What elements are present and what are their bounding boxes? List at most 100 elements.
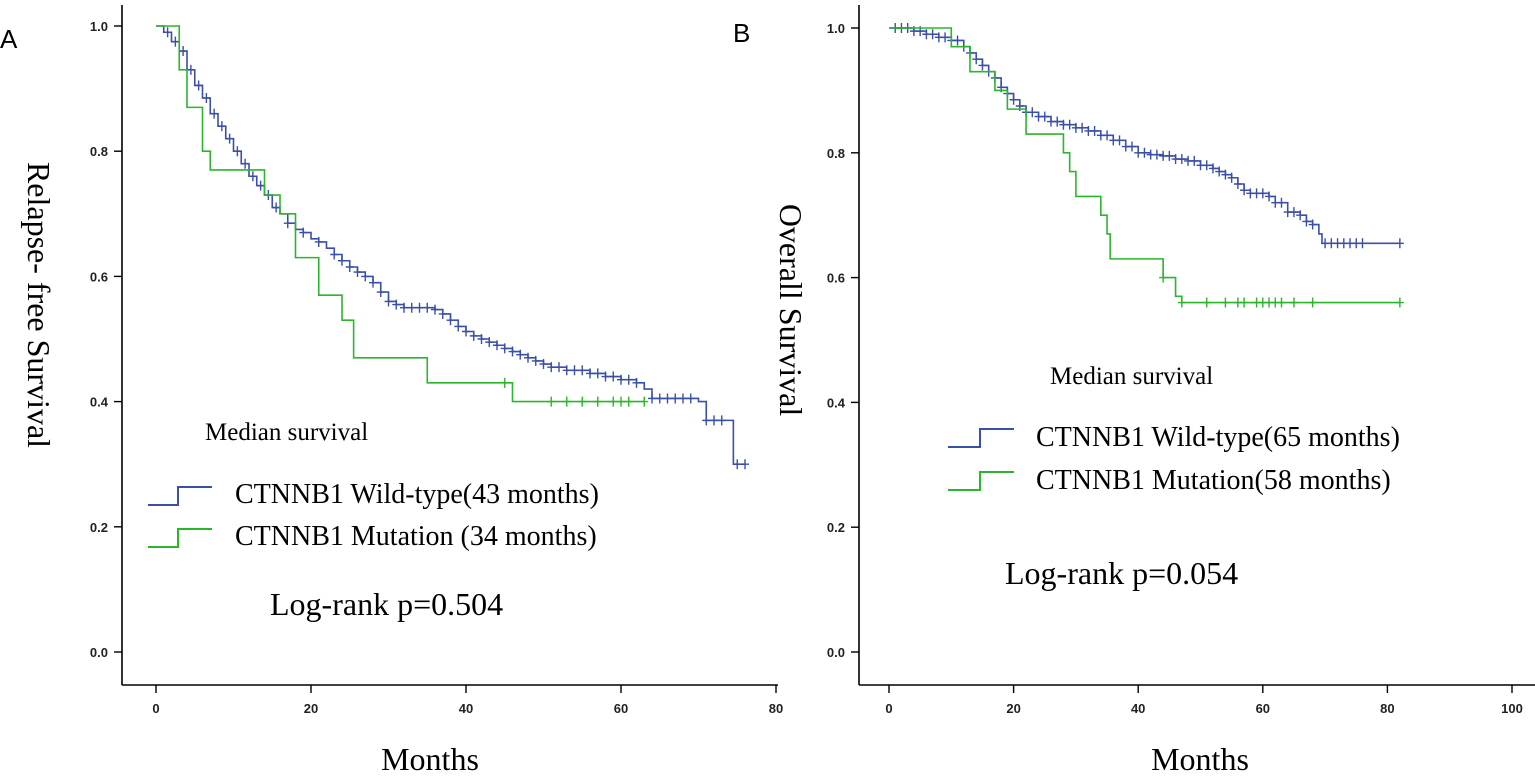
censor-mark-wild-type	[1215, 166, 1224, 177]
x-tick-label: 60	[1256, 701, 1270, 716]
censor-mark-mutation	[1177, 297, 1186, 308]
censor-mark-wild-type	[202, 92, 211, 103]
censor-mark-wild-type	[485, 337, 494, 348]
legend-title: Median survival	[1050, 363, 1213, 390]
x-tick-label: 80	[1380, 701, 1394, 716]
censor-mark-wild-type	[330, 249, 339, 260]
censor-mark-wild-type	[438, 308, 447, 319]
censor-mark-wild-type	[171, 36, 180, 47]
x-tick-label: 100	[1501, 701, 1523, 716]
survival-curve-mutation	[156, 25, 645, 403]
y-tick-label: 0.0	[90, 645, 108, 660]
censor-mark-wild-type	[225, 133, 234, 144]
censor-mark-wild-type	[345, 262, 354, 273]
censor-mark-wild-type	[210, 108, 219, 119]
censor-mark-wild-type	[392, 299, 401, 310]
x-tick-label: 0	[152, 701, 159, 716]
censor-mark-wild-type	[314, 236, 323, 247]
censor-mark-wild-type	[407, 302, 416, 313]
censor-mark-mutation	[578, 396, 587, 407]
censor-mark-wild-type	[1103, 130, 1112, 141]
censor-mark-wild-type	[686, 393, 695, 404]
censor-mark-wild-type	[1040, 111, 1049, 122]
legend-swatch-mutation	[148, 528, 212, 548]
censor-mark-wild-type	[1115, 135, 1124, 146]
censor-mark-wild-type	[655, 393, 664, 404]
censor-mark-wild-type	[241, 158, 250, 169]
censor-mark-wild-type	[972, 54, 981, 65]
censor-mark-wild-type	[1227, 172, 1236, 183]
log-rank-annotation: Log-rank p=0.054	[1005, 555, 1238, 591]
censor-mark-wild-type	[928, 29, 937, 40]
censor-mark-wild-type	[1065, 119, 1074, 130]
censor-mark-wild-type	[415, 302, 424, 313]
y-axis-label: Relapse- free Survival	[21, 162, 57, 448]
censor-mark-wild-type	[978, 60, 987, 71]
censor-mark-wild-type	[431, 304, 439, 315]
censor-mark-wild-type	[1152, 149, 1161, 160]
censor-mark-wild-type	[1078, 122, 1087, 133]
panel-label: A	[0, 24, 18, 54]
censor-mark-wild-type	[941, 32, 950, 43]
censor-mark-mutation	[1289, 297, 1298, 308]
censor-mark-wild-type	[179, 46, 188, 57]
survival-curve-mutation	[889, 27, 1400, 304]
censor-mark-mutation	[609, 396, 618, 407]
x-tick-label: 20	[304, 701, 318, 716]
censor-mark-wild-type	[1202, 160, 1211, 171]
y-tick-label: 0.2	[827, 520, 845, 535]
censor-mark-wild-type	[233, 146, 242, 157]
censor-mark-mutation	[1308, 297, 1317, 308]
censor-mark-wild-type	[1190, 155, 1199, 166]
censor-mark-wild-type	[186, 64, 195, 75]
censor-mark-wild-type	[446, 315, 455, 326]
censor-mark-wild-type	[524, 352, 532, 363]
censor-mark-wild-type	[601, 371, 610, 382]
censor-mark-wild-type	[679, 393, 687, 404]
censor-mark-wild-type	[500, 343, 509, 354]
censor-mark-mutation	[562, 396, 571, 407]
y-tick-label: 0.8	[90, 144, 108, 159]
censor-mark-wild-type	[555, 362, 563, 373]
censor-mark-wild-type	[376, 287, 385, 298]
censor-mark-mutation	[617, 396, 625, 407]
censor-mark-wild-type	[1258, 188, 1267, 199]
legend-label-wild-type: CTNNB1 Wild-type(65 months)	[1036, 422, 1400, 453]
censor-mark-wild-type	[163, 27, 172, 38]
censor-mark-wild-type	[423, 302, 432, 313]
censor-mark-wild-type	[1308, 219, 1317, 230]
censor-mark-wild-type	[361, 271, 370, 282]
censor-mark-wild-type	[1090, 125, 1099, 136]
censor-mark-wild-type	[539, 359, 548, 370]
y-tick-label: 0.2	[90, 520, 108, 535]
censor-mark-wild-type	[741, 459, 749, 470]
x-tick-label: 60	[614, 701, 628, 716]
censor-mark-wild-type	[369, 277, 377, 288]
censor-mark-wild-type	[283, 218, 292, 229]
x-tick-label: 0	[885, 701, 892, 716]
censor-mark-wild-type	[454, 321, 463, 332]
censor-mark-wild-type	[1028, 107, 1037, 118]
censor-mark-wild-type	[663, 393, 672, 404]
y-tick-label: 0.6	[90, 269, 108, 284]
censor-mark-wild-type	[671, 393, 680, 404]
censor-mark-wild-type	[1053, 116, 1062, 127]
censor-mark-wild-type	[1009, 94, 1018, 105]
x-tick-label: 20	[1006, 701, 1020, 716]
legend-title: Median survival	[205, 419, 368, 446]
censor-mark-mutation	[624, 396, 633, 407]
x-tick-label: 80	[769, 701, 783, 716]
censor-mark-mutation	[640, 396, 649, 407]
censor-mark-wild-type	[256, 180, 265, 191]
censor-mark-wild-type	[632, 377, 641, 388]
censor-mark-wild-type	[1302, 216, 1311, 227]
censor-mark-wild-type	[469, 330, 478, 341]
y-tick-label: 0.4	[90, 395, 109, 410]
censor-mark-mutation	[547, 396, 556, 407]
censor-mark-wild-type	[477, 334, 486, 344]
x-tick-label: 40	[459, 701, 473, 716]
censor-mark-wild-type	[194, 80, 203, 91]
censor-mark-wild-type	[1208, 163, 1217, 174]
censor-mark-wild-type	[1240, 185, 1249, 196]
legend-label-mutation: CTNNB1 Mutation(58 months)	[1036, 465, 1391, 496]
